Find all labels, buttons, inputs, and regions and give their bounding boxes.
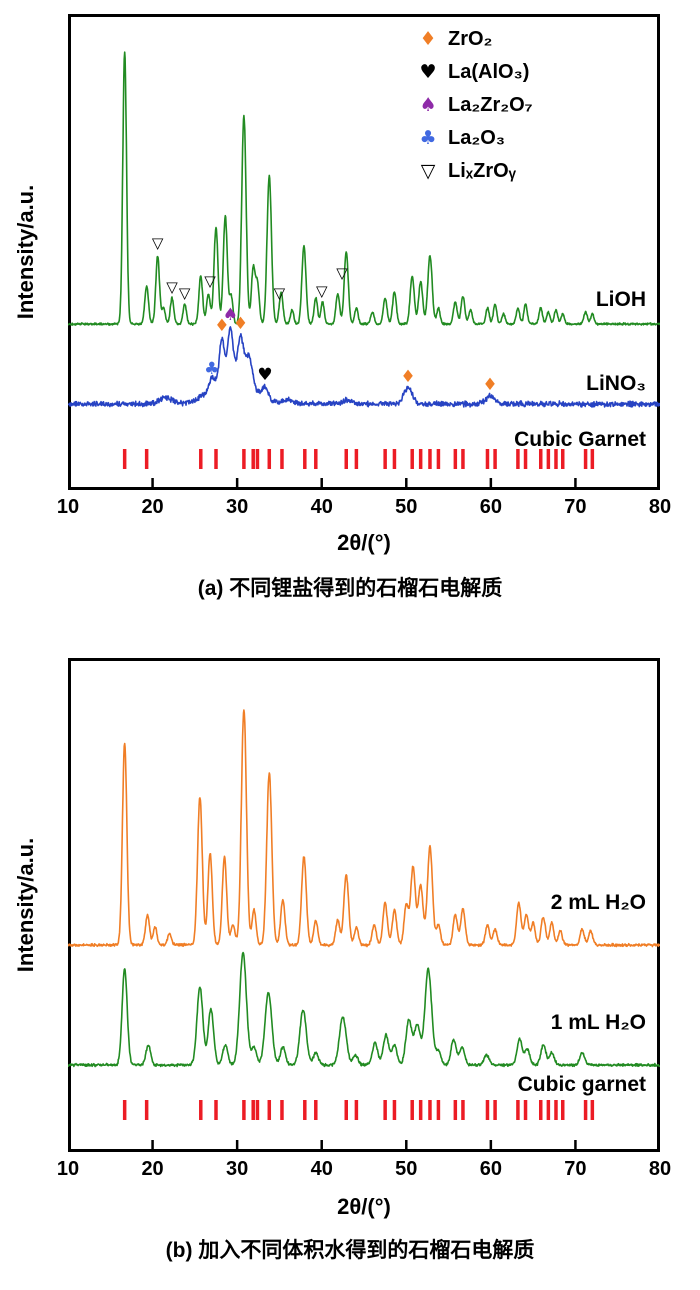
- x-tick-label: 30: [226, 496, 249, 518]
- x-tick-label: 50: [395, 496, 418, 518]
- legend-label: La₂O₃: [448, 126, 506, 149]
- phase-marker-LiₓZrOᵧ: ▽: [152, 234, 164, 252]
- x-tick-label: 60: [479, 496, 502, 518]
- x-tick-label: 40: [310, 496, 333, 518]
- phase-marker-La₂Zr₂O₇: ♠: [223, 305, 238, 325]
- x-axis-label-a: 2θ/(°): [337, 530, 391, 555]
- caption-a: (a) 不同锂盐得到的石榴石电解质: [197, 577, 503, 600]
- phase-marker-LiₓZrOᵧ: ▽: [274, 284, 286, 302]
- x-tick-label: 60: [479, 1158, 502, 1180]
- phase-marker-ZrO₂: ♦: [482, 375, 497, 395]
- x-tick-label: 50: [395, 1158, 418, 1180]
- legend-label: La(AlO₃): [448, 60, 530, 83]
- spade-icon: ♠: [419, 93, 437, 116]
- caption-b: (b) 加入不同体积水得到的石榴石电解质: [165, 1239, 535, 1262]
- legend-item-lixzroy: ▽ LiₓZrOᵧ: [414, 158, 533, 184]
- plot-border: [68, 14, 660, 490]
- x-axis-tick-labels-a: 10 20 30 40 50 60 70 80: [57, 496, 671, 522]
- heart-icon: ♥: [419, 60, 437, 83]
- x-tick-label: 80: [648, 1158, 672, 1180]
- phase-marker-LiₓZrOᵧ: ▽: [336, 264, 348, 282]
- phase-legend: ♦ ZrO₂ ♥ La(AlO₃) ♠ La₂Zr₂O₇ ♣ La₂O₃ ▽ L…: [414, 26, 533, 184]
- x-tick-label: 20: [141, 1158, 164, 1180]
- xrd-plot-b: 2 mL H₂O 1 mL H₂O Cubic garnet: [68, 658, 660, 1152]
- open-triangle-icon: ▽: [420, 159, 436, 182]
- phase-marker-La₂O₃: ♣: [204, 359, 219, 379]
- reference-label-a: Cubic Garnet: [514, 428, 646, 451]
- xrd-trace-LiNO₃: [68, 326, 660, 408]
- phase-marker-LiₓZrOᵧ: ▽: [179, 284, 191, 302]
- x-tick-label: 70: [564, 1158, 587, 1180]
- legend-label: La₂Zr₂O₇: [448, 93, 533, 116]
- x-tick-label: 20: [141, 496, 164, 518]
- xrd-chart-b: [68, 658, 660, 1152]
- club-icon: ♣: [419, 126, 437, 149]
- y-axis-label-a: Intensity/a.u.: [13, 184, 38, 320]
- phase-marker-LiₓZrOᵧ: ▽: [166, 278, 178, 296]
- phase-marker-LiₓZrOᵧ: ▽: [316, 282, 328, 300]
- legend-item-laalo3: ♥ La(AlO₃): [414, 59, 533, 85]
- legend-label: LiₓZrOᵧ: [448, 159, 516, 182]
- xrd-trace-LiOH: [68, 51, 660, 326]
- phase-marker-ZrO₂: ♦: [233, 314, 248, 334]
- phase-marker-ZrO₂: ♦: [214, 316, 229, 336]
- trace-label-2ml-h2o: 2 mL H₂O: [550, 891, 646, 914]
- phase-marker-LiₓZrOᵧ: ▽: [204, 272, 216, 290]
- x-tick-label: 10: [56, 1158, 80, 1180]
- trace-label-lino3: LiNO₃: [586, 372, 646, 395]
- y-axis-label-b: Intensity/a.u.: [13, 837, 38, 973]
- x-axis-tick-labels-b: 10 20 30 40 50 60 70 80: [57, 1158, 671, 1184]
- xrd-plot-a: ♣ ♦ ♠ ♦ ♥ ♦ ♦ ▽ ▽ ▽ ▽ ▽ ▽ ▽ ♦ ZrO₂ ♥ La(AlO₃) ♠ La₂Zr…: [68, 14, 660, 490]
- reference-label-b: Cubic garnet: [517, 1073, 646, 1096]
- trace-label-1ml-h2o: 1 mL H₂O: [550, 1011, 646, 1034]
- phase-marker-La(AlO₃): ♥: [257, 365, 272, 385]
- legend-label: ZrO₂: [448, 27, 493, 50]
- plot-border: [68, 658, 660, 1152]
- legend-item-la2o3: ♣ La₂O₃: [414, 125, 533, 151]
- x-tick-label: 40: [310, 1158, 333, 1180]
- x-tick-label: 70: [564, 496, 587, 518]
- xrd-chart-a: ♣♦♠♦♥ ♦ ♦▽▽ ▽▽▽ ▽▽: [68, 14, 660, 490]
- legend-item-zro2: ♦ ZrO₂: [414, 26, 533, 52]
- x-axis-label-b: 2θ/(°): [337, 1194, 391, 1219]
- diamond-icon: ♦: [419, 27, 437, 50]
- x-tick-label: 10: [56, 496, 80, 518]
- phase-marker-ZrO₂: ♦: [400, 367, 415, 387]
- legend-item-la2zr2o7: ♠ La₂Zr₂O₇: [414, 92, 533, 118]
- xrd-trace-1-mL-H₂O: [68, 951, 660, 1068]
- xrd-trace-2-mL-H₂O: [68, 709, 660, 948]
- trace-label-lioh: LiOH: [595, 288, 646, 311]
- x-tick-label: 30: [226, 1158, 249, 1180]
- x-tick-label: 80: [648, 496, 672, 518]
